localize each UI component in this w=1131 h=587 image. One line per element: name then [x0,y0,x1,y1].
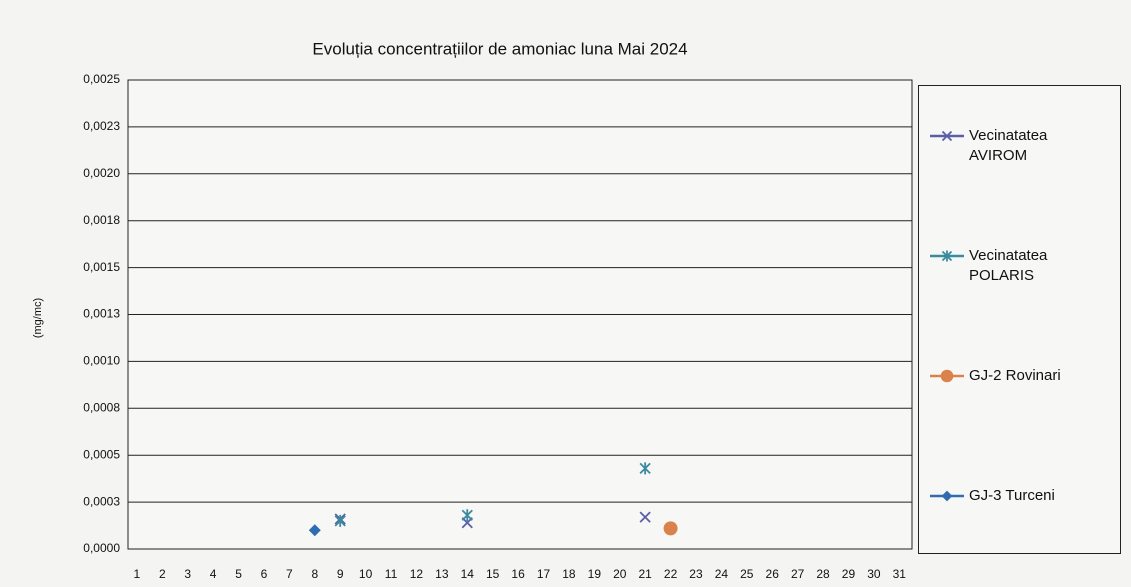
y-tick-label: 0,0023 [83,119,120,133]
marker-part [663,521,678,536]
x-tick-label: 30 [867,567,881,581]
x-tick-label: 27 [791,567,805,581]
x-tick-label: 18 [562,567,576,581]
y-tick-label: 0,0000 [83,541,120,555]
y-tick-label: 0,0005 [83,447,120,461]
x-tick-label: 6 [261,567,268,581]
x-tick-label: 1 [134,567,141,581]
legend-label: GJ-2 Rovinari [969,367,1061,384]
legend-label: Vecinatatea AVIROM [969,127,1048,164]
y-tick-label: 0,0013 [83,307,120,321]
marker-part [941,250,953,262]
y-tick-label: 0,0020 [83,166,120,180]
x-tick-label: 11 [385,567,398,581]
y-axis-label: (mg/mc) [32,298,44,338]
x-tick-label: 25 [740,567,754,581]
x-tick-label: 9 [337,567,344,581]
marker [941,250,953,262]
marker [639,462,651,475]
y-tick-label: 0,0015 [83,260,120,274]
marker-part [639,511,651,523]
legend-swatch [930,490,964,502]
chart-title: Evoluția concentrațiilor de amoniac luna… [312,39,687,58]
x-tick-label: 3 [184,567,191,581]
x-tick-label: 10 [359,567,373,581]
x-tick-label: 29 [842,567,856,581]
x-tick-label: 31 [893,567,907,581]
marker-part [334,514,346,527]
marker-part [941,490,953,502]
legend-label: Vecinatatea POLARIS [969,247,1048,284]
legend-swatch [930,369,964,383]
x-tick-label: 20 [613,567,627,581]
marker [639,511,651,523]
legend-swatch [930,250,964,262]
x-tick-label: 4 [210,567,217,581]
legend: Vecinatatea AVIROM Vecinatatea POLARIS GJ-… [918,85,1121,554]
x-tick-label: 26 [766,567,780,581]
legend-label: GJ-3 Turceni [969,487,1055,504]
marker-part [941,130,953,142]
x-tick-label: 22 [664,567,678,581]
y-tick-label: 0,0003 [83,494,120,508]
x-tick-label: 24 [715,567,729,581]
x-tick-label: 23 [689,567,703,581]
legend-item: GJ-3 Turceni [929,486,1119,506]
x-tick-label: 13 [435,567,449,581]
x-tick-label: 5 [235,567,242,581]
marker-part [940,369,954,383]
x-tick-label: 28 [816,567,830,581]
y-tick-label: 0,0008 [83,400,120,414]
x-tick-label: 12 [410,567,424,581]
y-tick-label: 0,0018 [83,213,120,227]
x-tick-label: 8 [311,567,318,581]
marker [940,369,954,383]
marker-part [308,524,321,537]
x-tick-label: 17 [537,567,551,581]
x-tick-label: 7 [286,567,293,581]
x-tick-label: 15 [486,567,500,581]
x-tick-label: 19 [588,567,602,581]
x-tick-label: 2 [159,567,166,581]
marker [334,514,346,527]
x-tick-label: 16 [511,567,525,581]
marker [308,524,321,537]
x-tick-label: 14 [461,567,475,581]
x-tick-label: 21 [638,567,652,581]
marker-part [639,462,651,475]
marker [941,490,953,502]
y-tick-label: 0,0010 [83,354,120,368]
marker [461,509,473,522]
y-tick-label: 0,0025 [83,72,120,86]
legend-item: Vecinatatea POLARIS [929,246,1119,286]
legend-item: Vecinatatea AVIROM [929,126,1119,166]
marker [941,130,953,142]
marker [663,521,678,536]
legend-item: GJ-2 Rovinari [929,366,1119,386]
legend-swatch [930,130,964,142]
marker-part [461,509,473,522]
